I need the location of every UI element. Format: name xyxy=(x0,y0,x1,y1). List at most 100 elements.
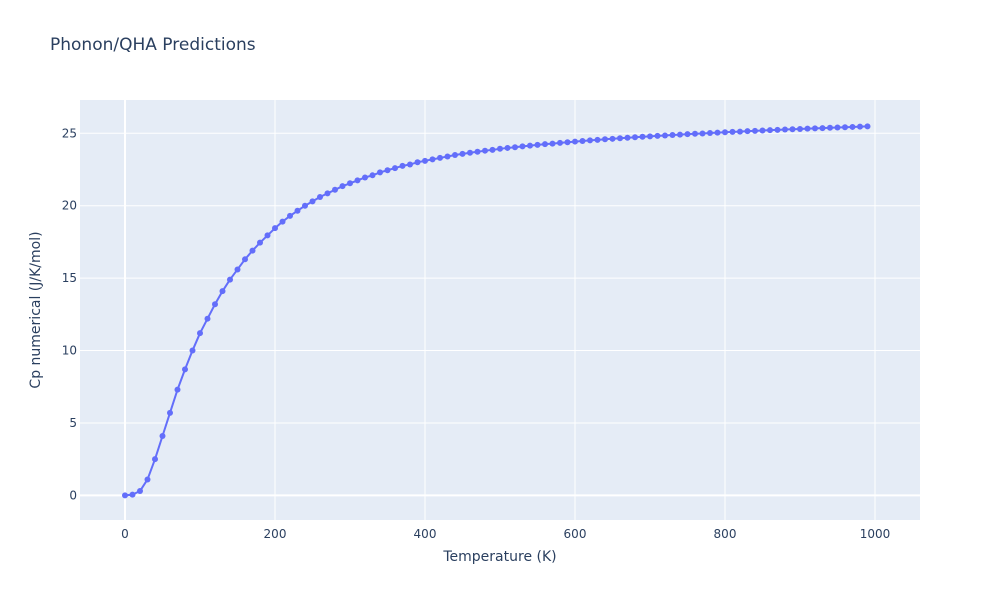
data-point xyxy=(167,409,173,416)
data-point xyxy=(782,126,788,133)
series xyxy=(122,123,871,499)
data-point xyxy=(324,190,331,197)
data-point xyxy=(504,144,511,151)
y-tick-label: 15 xyxy=(62,271,77,285)
data-point xyxy=(137,488,143,495)
data-point xyxy=(384,167,391,174)
data-point xyxy=(422,157,428,164)
data-point xyxy=(429,156,436,163)
data-point xyxy=(189,347,196,354)
data-point xyxy=(452,152,458,159)
data-point xyxy=(804,125,811,132)
data-point xyxy=(489,146,496,153)
data-point xyxy=(609,135,616,142)
y-tick-label: 10 xyxy=(62,344,77,358)
data-point xyxy=(692,130,698,137)
y-tick-label: 20 xyxy=(62,199,77,213)
data-point xyxy=(197,330,203,337)
data-point xyxy=(707,130,713,137)
data-point xyxy=(819,125,826,132)
data-point xyxy=(377,169,383,176)
data-point xyxy=(144,476,151,483)
data-point xyxy=(339,183,346,190)
data-point xyxy=(812,125,818,132)
data-point xyxy=(654,132,661,139)
data-point xyxy=(797,125,803,132)
x-tick-label: 1000 xyxy=(860,527,891,541)
data-point xyxy=(632,134,638,141)
data-point xyxy=(662,132,668,139)
data-point xyxy=(534,141,541,148)
data-point xyxy=(737,128,743,135)
chart-title: Phonon/QHA Predictions xyxy=(50,35,256,55)
data-point xyxy=(549,140,556,147)
grid xyxy=(80,100,920,520)
data-point xyxy=(444,153,451,160)
data-point xyxy=(414,159,421,166)
data-point xyxy=(759,127,766,134)
data-point xyxy=(249,247,256,254)
y-tick-label: 5 xyxy=(69,416,77,430)
data-point xyxy=(459,150,466,157)
data-point xyxy=(857,123,863,130)
data-point xyxy=(227,276,233,283)
x-tick-label: 600 xyxy=(564,527,587,541)
data-point xyxy=(699,130,706,137)
data-point xyxy=(497,145,503,152)
data-point xyxy=(849,123,856,130)
data-point xyxy=(834,124,841,131)
data-point xyxy=(842,124,848,131)
data-point xyxy=(309,198,316,205)
series-line xyxy=(124,125,868,497)
data-point xyxy=(407,161,413,168)
x-tick-label: 800 xyxy=(714,527,737,541)
data-point xyxy=(287,212,293,219)
data-point xyxy=(602,136,608,143)
data-point xyxy=(512,144,518,151)
data-point xyxy=(482,147,488,154)
data-point xyxy=(722,129,728,136)
data-point xyxy=(827,124,833,131)
data-point xyxy=(272,225,278,232)
data-point xyxy=(669,132,676,139)
data-point xyxy=(594,136,601,143)
data-point xyxy=(639,133,646,140)
data-point xyxy=(684,131,691,138)
data-point xyxy=(647,133,653,140)
data-point xyxy=(174,386,181,393)
y-tick-label: 25 xyxy=(62,126,77,140)
data-point xyxy=(677,131,683,138)
data-point xyxy=(767,127,773,134)
data-point xyxy=(542,141,548,148)
data-point xyxy=(362,174,368,181)
data-point xyxy=(527,142,533,149)
data-point xyxy=(257,239,263,246)
data-point xyxy=(354,177,361,184)
data-point xyxy=(467,149,473,156)
data-point xyxy=(129,491,136,498)
data-point xyxy=(617,135,623,142)
x-tick-label: 400 xyxy=(414,527,437,541)
data-point xyxy=(279,218,286,225)
data-point xyxy=(317,194,323,201)
data-point xyxy=(302,202,308,209)
data-point xyxy=(437,154,443,161)
data-point xyxy=(204,315,211,322)
data-point xyxy=(219,288,226,295)
data-point xyxy=(152,456,158,463)
x-tick-label: 0 xyxy=(121,527,129,541)
data-point xyxy=(572,138,578,145)
data-point xyxy=(519,143,526,150)
data-point xyxy=(159,433,166,439)
data-point xyxy=(789,126,796,133)
data-point xyxy=(579,137,586,144)
data-point xyxy=(122,492,128,499)
data-point xyxy=(752,127,758,134)
data-point xyxy=(347,180,353,187)
data-point xyxy=(714,129,721,136)
y-axis-label: Cp numerical (J/K/mol) xyxy=(28,231,44,388)
data-point xyxy=(294,207,301,214)
data-point xyxy=(242,256,248,263)
data-point xyxy=(369,172,376,179)
